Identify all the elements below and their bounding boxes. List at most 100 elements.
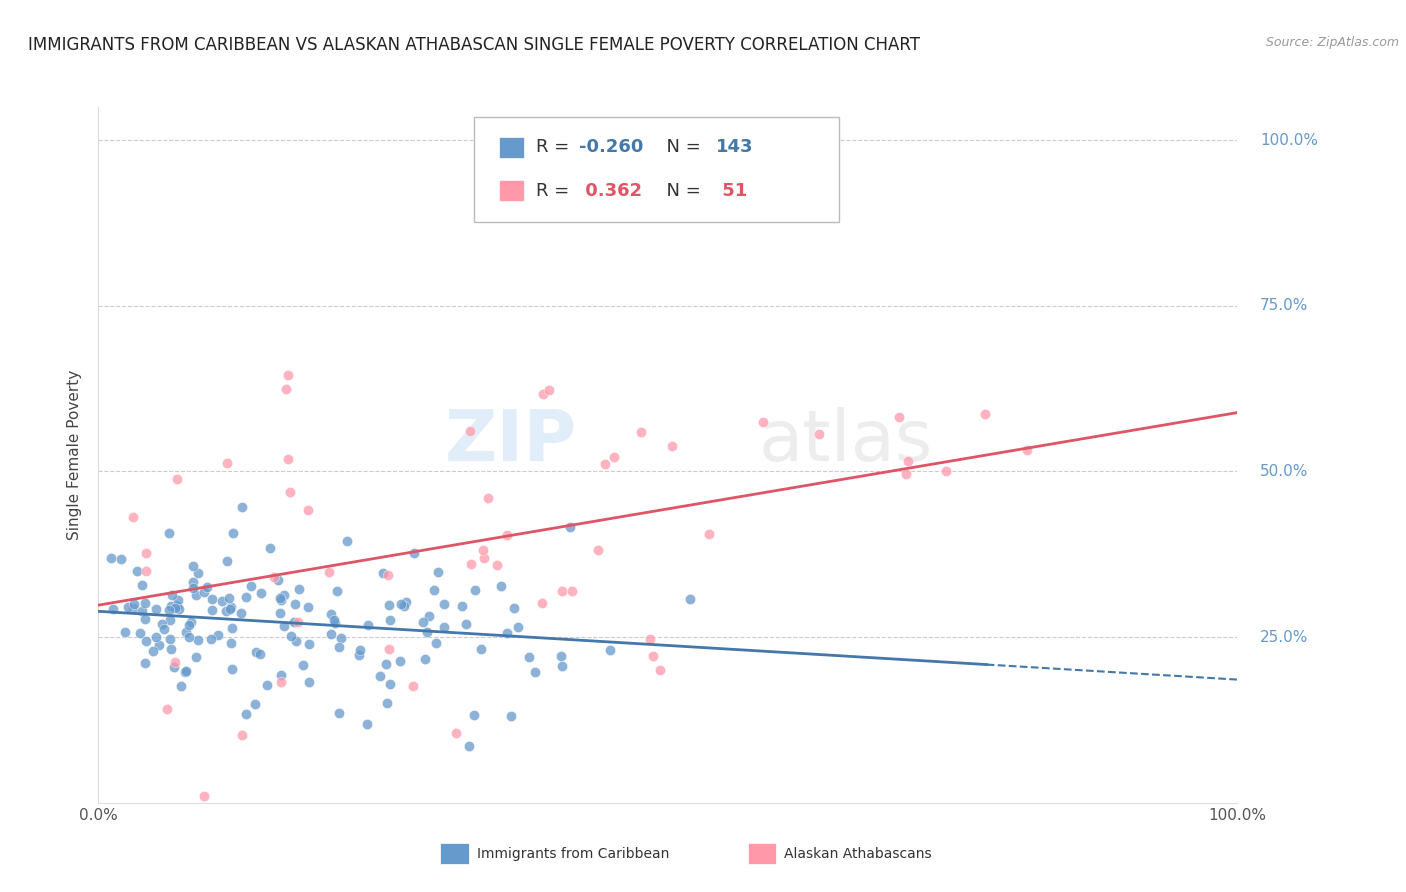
- Point: [160, 642, 183, 657]
- Point: [174, 664, 197, 678]
- Point: [318, 565, 340, 579]
- Point: [472, 543, 495, 558]
- Text: atlas: atlas: [759, 407, 934, 475]
- Point: [183, 559, 205, 574]
- Point: [412, 615, 434, 630]
- Point: [201, 591, 224, 606]
- Bar: [499, 180, 524, 201]
- Point: [319, 627, 342, 641]
- Point: [195, 580, 218, 594]
- Point: [270, 592, 292, 607]
- Point: [1015, 443, 1038, 458]
- Point: [508, 620, 530, 634]
- Point: [259, 541, 281, 556]
- Point: [423, 583, 446, 598]
- Point: [630, 425, 652, 439]
- Point: [375, 696, 398, 710]
- Point: [458, 425, 481, 439]
- Point: [166, 599, 188, 613]
- Point: [641, 648, 664, 663]
- Text: 75.0%: 75.0%: [1260, 298, 1309, 313]
- Point: [280, 484, 302, 499]
- Point: [593, 457, 616, 471]
- Point: [153, 622, 176, 636]
- Point: [187, 566, 209, 580]
- Point: [110, 552, 132, 566]
- Text: IMMIGRANTS FROM CARIBBEAN VS ALASKAN ATHABASCAN SINGLE FEMALE POVERTY CORRELATIO: IMMIGRANTS FROM CARIBBEAN VS ALASKAN ATH…: [28, 36, 920, 54]
- Bar: [440, 843, 468, 864]
- Text: Source: ZipAtlas.com: Source: ZipAtlas.com: [1265, 36, 1399, 49]
- Point: [284, 597, 307, 611]
- Point: [134, 596, 156, 610]
- Point: [159, 613, 181, 627]
- Text: Alaskan Athabascans: Alaskan Athabascans: [785, 847, 932, 861]
- Point: [222, 526, 245, 541]
- Point: [150, 616, 173, 631]
- Point: [243, 697, 266, 711]
- Point: [378, 677, 401, 691]
- Point: [496, 528, 519, 542]
- Point: [808, 426, 831, 441]
- Point: [134, 612, 156, 626]
- Point: [162, 660, 184, 674]
- Point: [135, 564, 157, 578]
- Text: N =: N =: [655, 138, 707, 156]
- Point: [603, 450, 626, 465]
- Point: [160, 599, 183, 614]
- Point: [446, 726, 468, 740]
- Point: [181, 581, 204, 595]
- Point: [235, 590, 257, 604]
- Point: [418, 608, 440, 623]
- Point: [433, 619, 456, 633]
- Point: [231, 500, 253, 515]
- Point: [263, 570, 285, 584]
- Point: [503, 601, 526, 615]
- Point: [551, 659, 574, 673]
- Point: [661, 439, 683, 453]
- Point: [211, 594, 233, 608]
- Point: [297, 600, 319, 615]
- Point: [218, 591, 240, 606]
- Point: [273, 588, 295, 602]
- Point: [356, 618, 378, 632]
- Point: [697, 527, 720, 541]
- Point: [531, 386, 554, 401]
- Point: [558, 519, 581, 533]
- Point: [122, 597, 145, 611]
- Point: [517, 649, 540, 664]
- Text: 50.0%: 50.0%: [1260, 464, 1309, 479]
- Point: [145, 630, 167, 644]
- Bar: [499, 137, 524, 158]
- Point: [167, 602, 190, 616]
- Point: [371, 566, 394, 580]
- Point: [640, 632, 662, 646]
- Point: [166, 599, 188, 614]
- Point: [135, 634, 157, 648]
- Point: [270, 675, 292, 690]
- Point: [425, 636, 447, 650]
- Point: [297, 503, 319, 517]
- Point: [221, 662, 243, 676]
- Point: [129, 626, 152, 640]
- Point: [201, 603, 224, 617]
- Point: [176, 624, 198, 639]
- Point: [463, 707, 485, 722]
- Point: [159, 632, 181, 647]
- Text: R =: R =: [536, 138, 575, 156]
- Text: N =: N =: [655, 182, 707, 200]
- Point: [145, 601, 167, 615]
- Text: 100.0%: 100.0%: [1260, 133, 1317, 148]
- Point: [131, 604, 153, 618]
- Point: [336, 533, 359, 548]
- Point: [470, 642, 492, 657]
- Point: [101, 601, 124, 615]
- Point: [215, 603, 238, 617]
- Point: [287, 615, 309, 630]
- Point: [267, 574, 290, 588]
- Point: [288, 582, 311, 596]
- Point: [165, 600, 187, 615]
- Point: [221, 621, 243, 635]
- Point: [537, 383, 560, 397]
- Point: [325, 616, 347, 631]
- Point: [380, 613, 402, 627]
